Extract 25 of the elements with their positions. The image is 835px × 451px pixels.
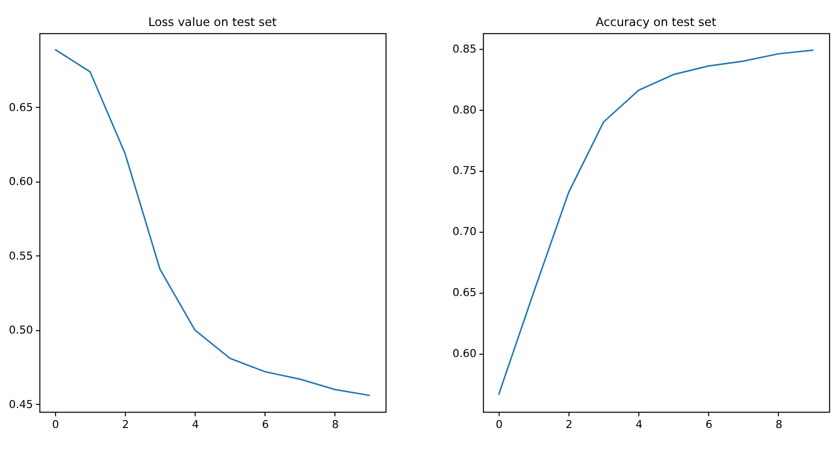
y-tick-label: 0.55 bbox=[8, 249, 33, 262]
y-tick-label: 0.45 bbox=[8, 398, 33, 411]
line-series bbox=[54, 48, 371, 396]
x-tick-label: 0 bbox=[52, 418, 60, 432]
y-tick-label: 0.75 bbox=[452, 164, 477, 178]
y-tick-label: 0.65 bbox=[452, 286, 477, 299]
y-tick-label: 0.85 bbox=[452, 42, 477, 56]
y-tick-label: 0.60 bbox=[452, 346, 477, 360]
x-tick-label: 8 bbox=[775, 418, 782, 432]
y-tick-label: 0.60 bbox=[8, 175, 34, 188]
chart-title: Loss value on test set bbox=[148, 15, 278, 30]
x-tick-label: 2 bbox=[122, 418, 129, 432]
line-series bbox=[498, 49, 814, 396]
chart-title: Accuracy on test set bbox=[596, 15, 717, 30]
x-tick-label: 6 bbox=[262, 418, 269, 432]
x-tick-label: 2 bbox=[566, 418, 573, 432]
y-tick-label: 0.80 bbox=[452, 103, 477, 116]
y-tick-label: 0.65 bbox=[8, 100, 33, 114]
y-tick-label: 0.50 bbox=[8, 324, 34, 337]
x-tick-label: 0 bbox=[496, 418, 503, 432]
x-tick-label: 4 bbox=[636, 418, 643, 432]
x-tick-label: 4 bbox=[192, 418, 200, 432]
x-tick-label: 8 bbox=[332, 418, 339, 432]
y-tick-label: 0.70 bbox=[452, 225, 477, 238]
x-tick-label: 6 bbox=[706, 418, 713, 432]
